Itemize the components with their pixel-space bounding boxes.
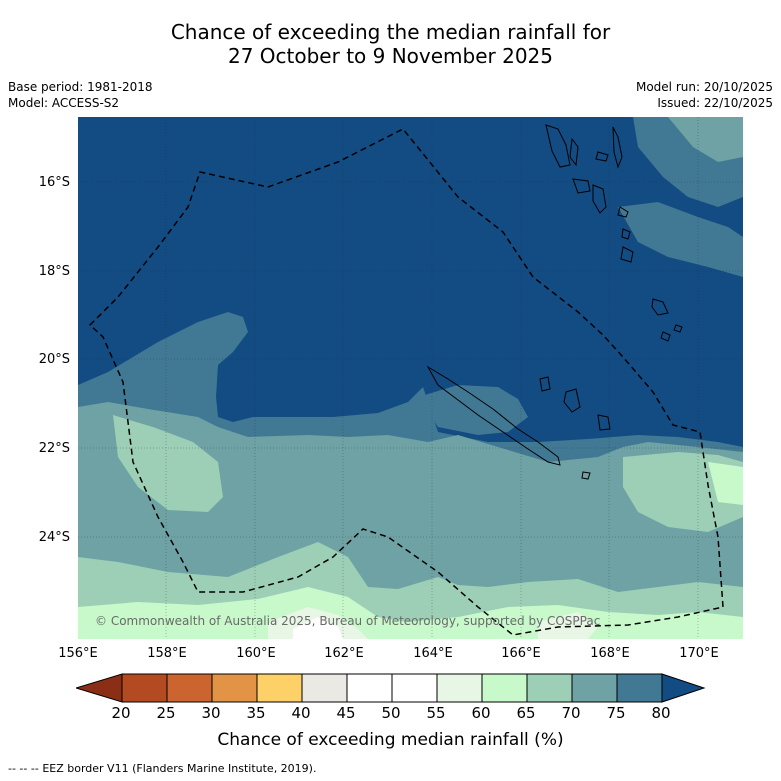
colorbar-tick-40: 40	[291, 704, 311, 722]
lon-label-162e: 162°E	[324, 646, 364, 661]
lon-label-156e: 156°E	[58, 646, 98, 661]
colorbar-low-arrow	[76, 673, 123, 703]
new-caledonia-island	[426, 365, 561, 466]
colorbar-tick-65: 65	[516, 704, 536, 722]
colorbar-tick-30: 30	[201, 704, 221, 722]
lat-label-24s: 24°S	[38, 530, 70, 545]
graticule	[78, 117, 743, 639]
title-line-1: Chance of exceeding the median rainfall …	[170, 20, 611, 44]
colorbar-tick-35: 35	[246, 704, 266, 722]
colorbar-tick-50: 50	[381, 704, 401, 722]
colorbar-tick-20: 20	[111, 704, 131, 722]
band-50	[293, 617, 343, 639]
colorbar-tick-25: 25	[156, 704, 176, 722]
colorbar	[76, 673, 706, 703]
meta-right: Model run: 20/10/2025 Issued: 22/10/2025	[636, 79, 773, 111]
band-55	[268, 607, 598, 639]
colorbar-tick-75: 75	[606, 704, 626, 722]
eez-legend-text: EEZ border V11 (Flanders Marine Institut…	[42, 762, 317, 775]
eez-legend-dash: -- -- --	[8, 762, 39, 775]
vanuatu-islands	[545, 124, 683, 342]
colorbar-tick-55: 55	[426, 704, 446, 722]
title-line-2: 27 October to 9 November 2025	[227, 44, 554, 68]
lat-label-22s: 22°S	[38, 441, 70, 456]
band-70-northeast	[668, 117, 743, 162]
colorbar-tick-45: 45	[336, 704, 356, 722]
band-75-east	[618, 202, 743, 277]
lon-label-158e: 158°E	[147, 646, 187, 661]
rainfall-map	[78, 117, 743, 639]
model-name: Model: ACCESS-S2	[8, 96, 120, 110]
colorbar-high-arrow	[661, 673, 706, 703]
colorbar-tick-70: 70	[561, 704, 581, 722]
lat-label-20s: 20°S	[38, 352, 70, 367]
eez-border	[88, 128, 724, 636]
colorbar-tick-80: 80	[651, 704, 671, 722]
band-60-east	[708, 462, 743, 505]
meta-left: Base period: 1981-2018 Model: ACCESS-S2	[8, 79, 153, 111]
lat-label-16s: 16°S	[38, 175, 70, 190]
loyalty-islands	[539, 376, 611, 480]
band-65-west	[113, 415, 223, 512]
eez-legend: -- -- -- EEZ border V11 (Flanders Marine…	[8, 762, 316, 775]
map-title: Chance of exceeding the median rainfall …	[0, 20, 781, 68]
lon-label-168e: 168°E	[590, 646, 630, 661]
colorbar-title: Chance of exceeding median rainfall (%)	[217, 730, 564, 750]
band-75-caledonia	[418, 385, 528, 435]
colorbar-tick-60: 60	[471, 704, 491, 722]
lon-label-160e: 160°E	[236, 646, 276, 661]
base-period: Base period: 1981-2018	[8, 80, 153, 94]
lat-label-18s: 18°S	[38, 264, 70, 279]
lon-label-166e: 166°E	[501, 646, 541, 661]
issued-date: Issued: 22/10/2025	[657, 96, 773, 110]
lon-label-164e: 164°E	[413, 646, 453, 661]
lon-label-170e: 170°E	[679, 646, 719, 661]
colorbar-segments	[121, 673, 663, 703]
model-run: Model run: 20/10/2025	[635, 80, 773, 94]
copyright-note: © Commonwealth of Australia 2025, Bureau…	[95, 614, 601, 628]
